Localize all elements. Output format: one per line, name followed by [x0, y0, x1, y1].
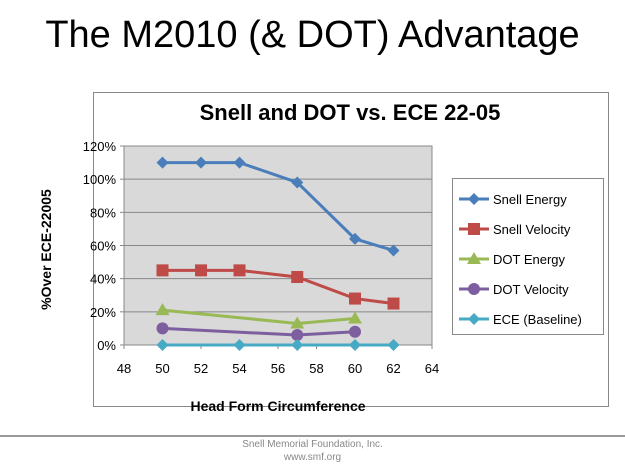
x-tick-label: 54 [232, 361, 246, 376]
series-line-snell-velocity [162, 268, 394, 306]
chart-title: Snell and DOT vs. ECE 22-05 [199, 100, 501, 125]
y-tick-label: 60% [90, 239, 116, 254]
legend-marker [468, 283, 480, 295]
legend-swatch [459, 313, 489, 325]
legend-item: Snell Energy [459, 189, 567, 209]
x-tick-label: 52 [194, 361, 208, 376]
x-tick-label: 48 [117, 361, 131, 376]
data-point [156, 264, 169, 277]
data-point [195, 156, 207, 169]
footer-organization: Snell Memorial Foundation, Inc. [242, 439, 383, 450]
footer-divider [0, 435, 625, 437]
legend-marker [468, 223, 480, 235]
x-tick-label: 60 [348, 361, 362, 376]
data-point [387, 297, 400, 310]
legend-label: DOT Velocity [493, 281, 569, 297]
x-tick-label: 50 [155, 361, 169, 376]
data-point [155, 303, 170, 316]
y-tick-label: 120% [83, 139, 117, 154]
y-tick-label: 20% [90, 305, 116, 320]
data-point [233, 339, 246, 351]
legend-marker [468, 313, 480, 325]
x-tick-label: 62 [386, 361, 400, 376]
data-point [290, 316, 305, 329]
series-line-snell-energy [162, 161, 394, 252]
data-point [291, 271, 304, 284]
y-tick-label: 40% [90, 272, 116, 287]
legend: Snell Energy Snell Velocity DOT Energy DOT … [452, 178, 604, 335]
legend-swatch [459, 283, 489, 295]
data-point [195, 264, 207, 277]
data-point [156, 339, 169, 351]
legend-label: Snell Energy [493, 191, 567, 207]
legend-label: ECE (Baseline) [493, 311, 582, 327]
data-point [291, 329, 304, 342]
footer-url[interactable]: www.smf.org [283, 452, 342, 463]
legend-marker [468, 193, 480, 205]
legend-swatch [459, 223, 489, 235]
data-point [156, 156, 169, 169]
data-point [291, 176, 304, 189]
y-tick-label: 100% [83, 172, 117, 187]
data-point [349, 339, 361, 351]
data-point [349, 292, 361, 305]
slide-title: The M2010 (& DOT) Advantage [45, 14, 580, 56]
legend-swatch [459, 193, 489, 205]
footer: Snell Memorial Foundation, Inc. www.smf.… [0, 438, 625, 464]
legend-label: DOT Energy [493, 251, 566, 267]
legend-label: Snell Velocity [493, 221, 571, 237]
data-point [387, 244, 400, 257]
x-tick-label: 56 [271, 361, 285, 376]
y-axis-label: %Over ECE-22005 [38, 189, 54, 310]
data-point [349, 325, 361, 338]
x-tick-label: 58 [309, 361, 323, 376]
legend-item: DOT Energy [459, 249, 565, 269]
legend-item: Snell Velocity [459, 219, 570, 239]
data-point [156, 322, 169, 335]
legend-swatch [459, 252, 489, 264]
legend-marker [467, 252, 481, 264]
y-tick-label: 80% [90, 205, 116, 220]
data-point [291, 339, 304, 351]
x-tick-label: 64 [425, 361, 439, 376]
data-point [348, 311, 362, 324]
data-point [349, 232, 361, 245]
y-tick-label: 0% [97, 338, 116, 353]
legend-item: DOT Velocity [459, 279, 569, 299]
data-point [387, 339, 400, 351]
x-axis-label: Head Form Circumference [190, 398, 365, 414]
data-point [233, 264, 246, 277]
data-point [233, 156, 246, 169]
legend-item: ECE (Baseline) [459, 309, 582, 329]
